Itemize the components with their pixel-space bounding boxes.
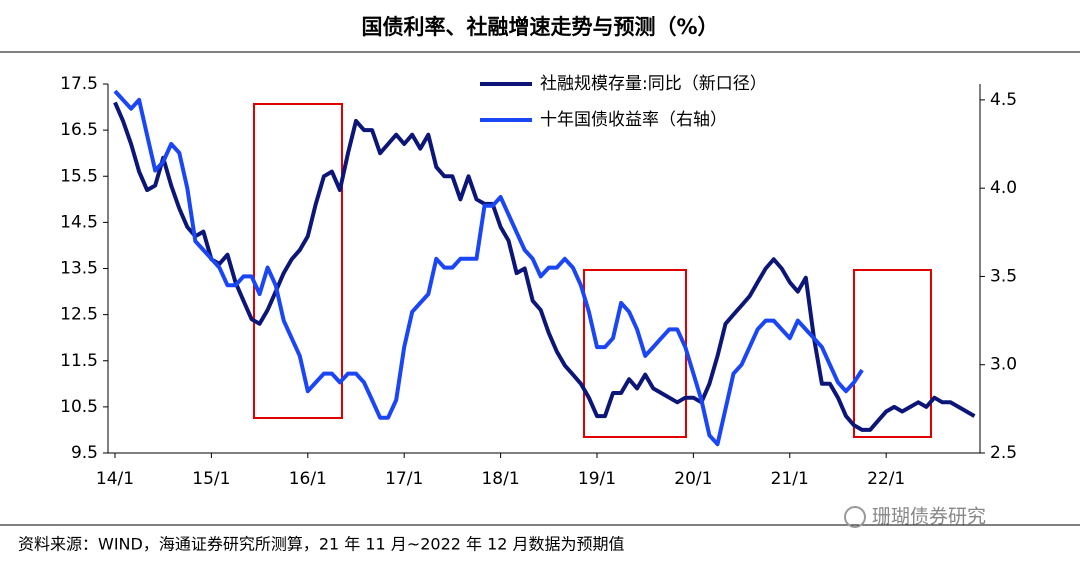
y-tick-label: 10.5: [60, 397, 98, 417]
x-tick-label: 17/1: [385, 469, 423, 489]
series-line: [113, 101, 976, 432]
y-tick-label: 16.5: [60, 120, 98, 140]
x-tick-label: 15/1: [192, 469, 230, 489]
x-tick-label: 21/1: [771, 469, 809, 489]
y-tick-label: 9.5: [71, 443, 98, 463]
highlight-box: [583, 269, 687, 438]
x-tick-label: 19/1: [578, 469, 616, 489]
highlight-box: [253, 103, 343, 419]
y-tick-label: 11.5: [60, 351, 98, 371]
watermark: 珊瑚债券研究: [872, 506, 986, 528]
x-tick-label: 18/1: [481, 469, 519, 489]
y2-tick-label: 3.5: [990, 266, 1017, 286]
legend-label: 社融规模存量:同比（新口径）: [540, 74, 767, 94]
y2-tick-label: 4.0: [990, 178, 1017, 198]
series-line: [113, 89, 864, 447]
highlight-box: [853, 269, 932, 438]
y-tick-label: 13.5: [60, 259, 98, 279]
y2-tick-label: 4.5: [990, 90, 1017, 110]
chart-title: 国债利率、社融增速走势与预测（%）: [361, 15, 718, 39]
x-tick-label: 20/1: [674, 469, 712, 489]
x-tick-label: 14/1: [96, 469, 134, 489]
source: 资料来源：WIND，海通证券研究所测算，21 年 11 月~2022 年 12 …: [18, 535, 625, 554]
highlight-boxes: [253, 103, 932, 438]
watermark-icon: [844, 506, 866, 528]
y-tick-label: 15.5: [60, 166, 98, 186]
legend-label: 十年国债收益率（右轴）: [540, 110, 727, 130]
y-tick-label: 17.5: [60, 74, 98, 94]
x-tick-label: 16/1: [289, 469, 327, 489]
y-tick-label: 12.5: [60, 305, 98, 325]
y-tick-label: 14.5: [60, 212, 98, 232]
y2-tick-label: 3.0: [990, 355, 1017, 375]
x-tick-label: 22/1: [867, 469, 905, 489]
y2-tick-label: 2.5: [990, 443, 1017, 463]
